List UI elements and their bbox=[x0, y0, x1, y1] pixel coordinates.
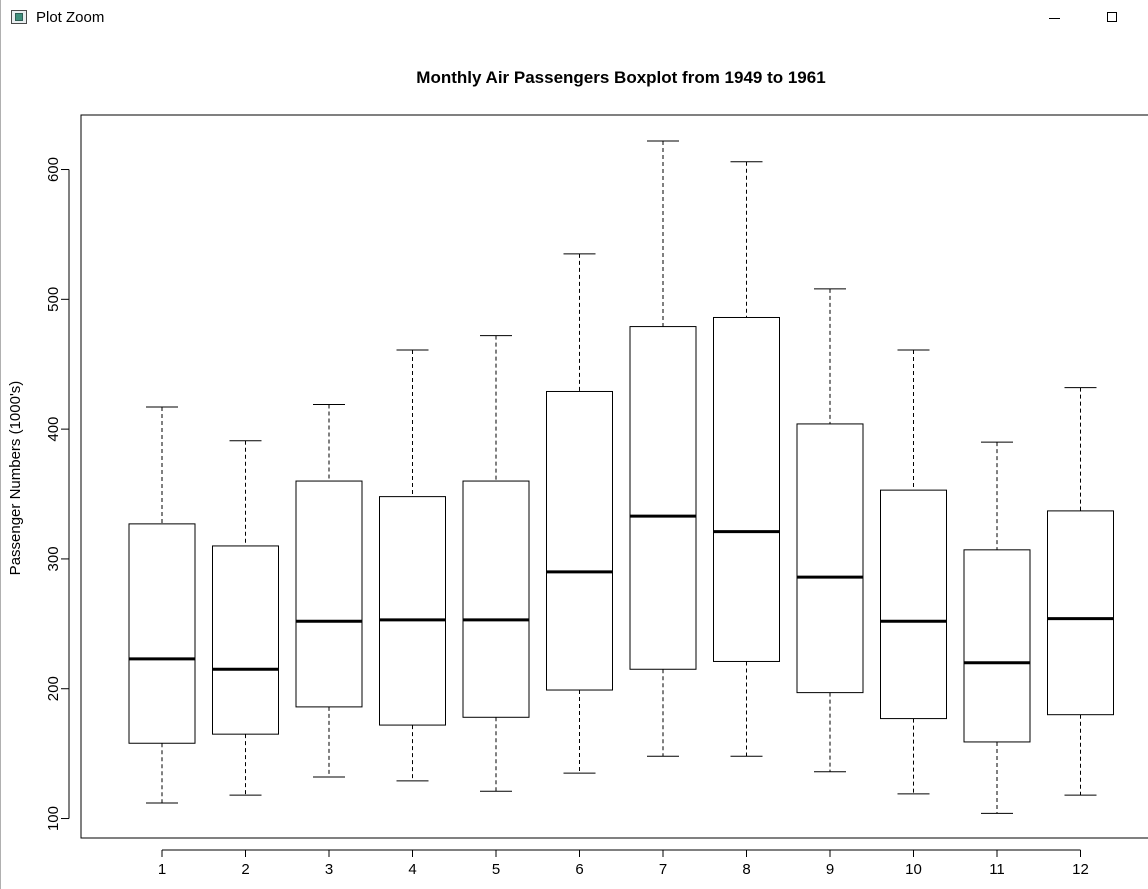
iqr-box-12 bbox=[1047, 510, 1114, 716]
y-axis: 100 200 300 400 500 600 bbox=[45, 157, 70, 831]
y-axis-label: Passenger Numbers (1000's) bbox=[7, 381, 24, 576]
x-tick-label-12: 12 bbox=[1072, 861, 1089, 878]
iqr-box-10 bbox=[880, 489, 947, 720]
window-title: Plot Zoom bbox=[36, 9, 105, 26]
maximize-button[interactable] bbox=[1090, 0, 1136, 36]
box-month-11 bbox=[963, 441, 1031, 814]
y-tick-label-600: 600 bbox=[45, 157, 62, 182]
iqr-box-11 bbox=[963, 549, 1031, 743]
title-bar[interactable]: Plot Zoom bbox=[1, 0, 1148, 36]
iqr-box-7 bbox=[629, 326, 697, 670]
x-tick-label-8: 8 bbox=[742, 861, 750, 878]
x-tick-label-9: 9 bbox=[826, 861, 834, 878]
iqr-box-8 bbox=[713, 316, 780, 662]
box-month-12 bbox=[1047, 387, 1114, 796]
app-icon-inner bbox=[15, 13, 23, 21]
box-month-10 bbox=[880, 349, 947, 795]
plot-frame bbox=[80, 114, 1148, 839]
iqr-box-9 bbox=[796, 423, 864, 694]
boxplot-chart: Monthly Air Passengers Boxplot from 1949… bbox=[7, 68, 1148, 878]
x-tick-label-1: 1 bbox=[158, 861, 166, 878]
x-axis: 1 2 3 4 5 6 7 8 9 10 11 12 bbox=[158, 849, 1089, 878]
box-month-4 bbox=[379, 349, 446, 782]
box-month-5 bbox=[462, 335, 530, 792]
box-month-9 bbox=[796, 288, 864, 773]
y-tick-label-100: 100 bbox=[45, 806, 62, 831]
plot-zoom-app-icon bbox=[11, 10, 27, 24]
box-month-7 bbox=[629, 140, 697, 757]
x-tick-label-5: 5 bbox=[492, 861, 500, 878]
x-tick-label-2: 2 bbox=[241, 861, 249, 878]
box-month-6 bbox=[546, 253, 613, 774]
iqr-box-2 bbox=[212, 545, 279, 735]
minimize-icon bbox=[1049, 18, 1060, 19]
iqr-box-1 bbox=[128, 523, 196, 744]
x-tick-label-3: 3 bbox=[325, 861, 333, 878]
iqr-box-4 bbox=[379, 496, 446, 726]
iqr-box-5 bbox=[462, 480, 530, 718]
box-month-3 bbox=[295, 403, 363, 778]
y-tick-label-500: 500 bbox=[45, 287, 62, 312]
box-month-8 bbox=[713, 161, 780, 757]
box-month-1 bbox=[128, 406, 196, 804]
maximize-icon bbox=[1107, 12, 1117, 22]
x-tick-label-7: 7 bbox=[659, 861, 667, 878]
boxes-group bbox=[128, 140, 1114, 814]
y-tick-label-300: 300 bbox=[45, 546, 62, 571]
y-tick-label-400: 400 bbox=[45, 417, 62, 442]
minimize-button[interactable] bbox=[1032, 0, 1078, 36]
iqr-box-6 bbox=[546, 390, 613, 691]
plot-area: Monthly Air Passengers Boxplot from 1949… bbox=[1, 36, 1148, 889]
chart-title: Monthly Air Passengers Boxplot from 1949… bbox=[416, 68, 825, 87]
x-tick-label-6: 6 bbox=[575, 861, 583, 878]
x-tick-label-4: 4 bbox=[408, 861, 416, 878]
y-tick-label-200: 200 bbox=[45, 676, 62, 701]
iqr-box-3 bbox=[295, 480, 363, 708]
x-tick-label-11: 11 bbox=[989, 861, 1005, 878]
x-tick-label-10: 10 bbox=[905, 861, 922, 878]
box-month-2 bbox=[212, 440, 279, 796]
